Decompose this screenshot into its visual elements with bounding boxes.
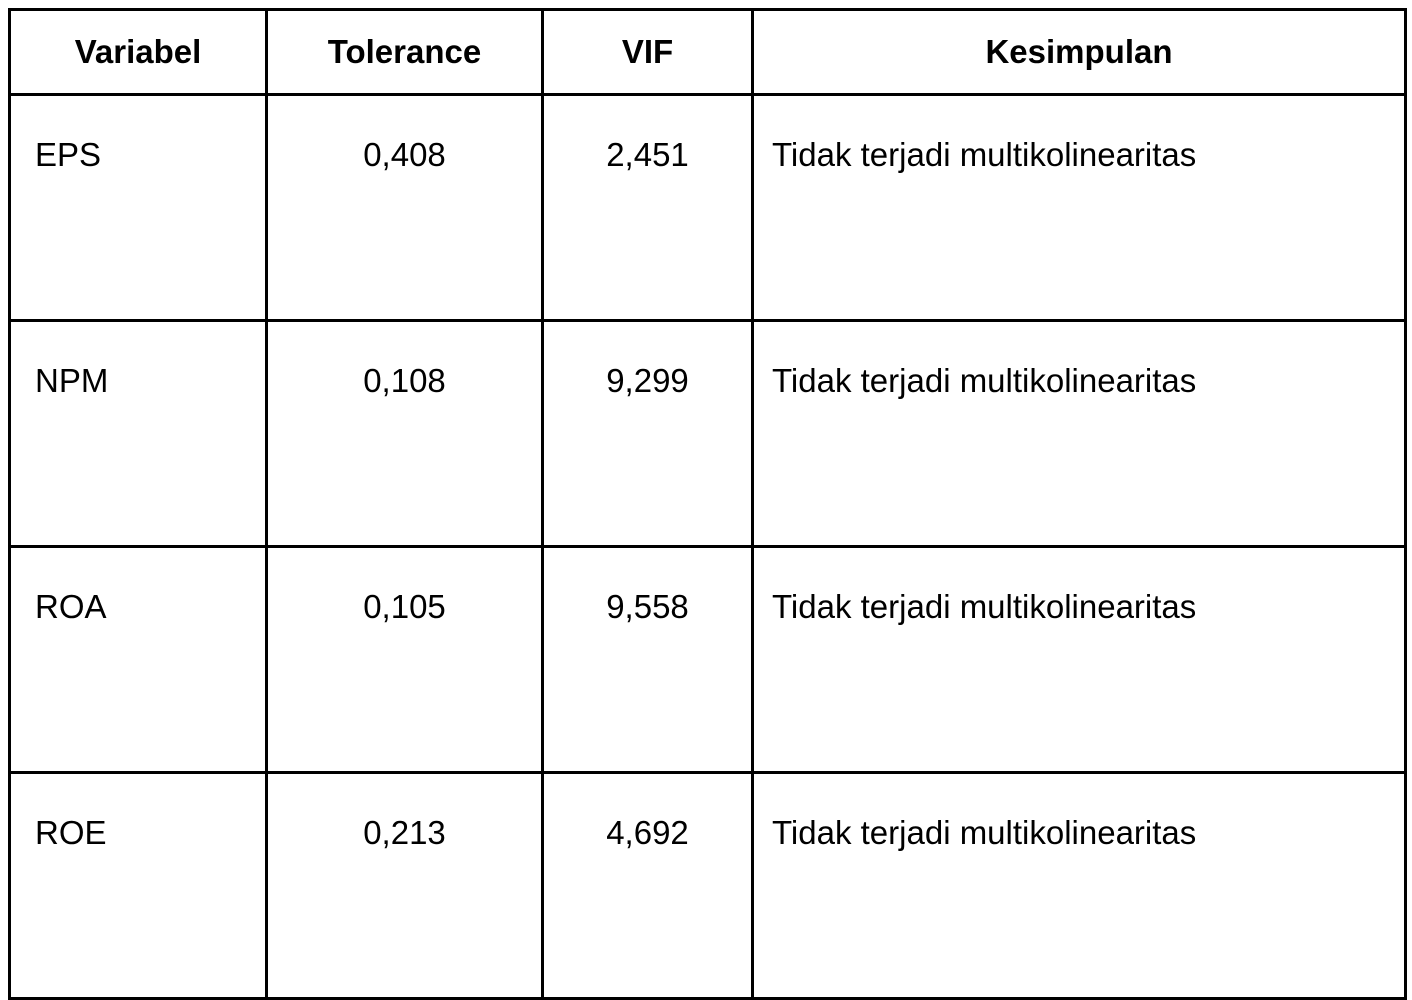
cell-vif: 2,451 bbox=[541, 93, 754, 322]
cell-tolerance: 0,105 bbox=[265, 545, 544, 774]
column-header-variabel: Variabel bbox=[8, 8, 268, 96]
column-header-vif: VIF bbox=[541, 8, 754, 96]
cell-tolerance: 0,408 bbox=[265, 93, 544, 322]
cell-variabel: ROA bbox=[8, 545, 268, 774]
cell-tolerance: 0,108 bbox=[265, 319, 544, 548]
cell-kesimpulan: Tidak terjadi multikolinearitas bbox=[751, 771, 1407, 1000]
table-row: ROE 0,213 4,692 Tidak terjadi multikolin… bbox=[8, 771, 1407, 1000]
cell-variabel: NPM bbox=[8, 319, 268, 548]
table-row: NPM 0,108 9,299 Tidak terjadi multikolin… bbox=[8, 319, 1407, 548]
cell-vif: 9,558 bbox=[541, 545, 754, 774]
cell-kesimpulan: Tidak terjadi multikolinearitas bbox=[751, 93, 1407, 322]
cell-vif: 9,299 bbox=[541, 319, 754, 548]
cell-kesimpulan: Tidak terjadi multikolinearitas bbox=[751, 545, 1407, 774]
multicollinearity-table: Variabel Tolerance VIF Kesimpulan EPS 0,… bbox=[8, 8, 1407, 1000]
column-header-kesimpulan: Kesimpulan bbox=[751, 8, 1407, 96]
table-row: EPS 0,408 2,451 Tidak terjadi multikolin… bbox=[8, 93, 1407, 322]
cell-vif: 4,692 bbox=[541, 771, 754, 1000]
cell-variabel: EPS bbox=[8, 93, 268, 322]
column-header-tolerance: Tolerance bbox=[265, 8, 544, 96]
table-row: ROA 0,105 9,558 Tidak terjadi multikolin… bbox=[8, 545, 1407, 774]
cell-kesimpulan: Tidak terjadi multikolinearitas bbox=[751, 319, 1407, 548]
header-row: Variabel Tolerance VIF Kesimpulan bbox=[8, 8, 1407, 96]
cell-tolerance: 0,213 bbox=[265, 771, 544, 1000]
multicollinearity-table-container: Variabel Tolerance VIF Kesimpulan EPS 0,… bbox=[8, 8, 1407, 1000]
cell-variabel: ROE bbox=[8, 771, 268, 1000]
